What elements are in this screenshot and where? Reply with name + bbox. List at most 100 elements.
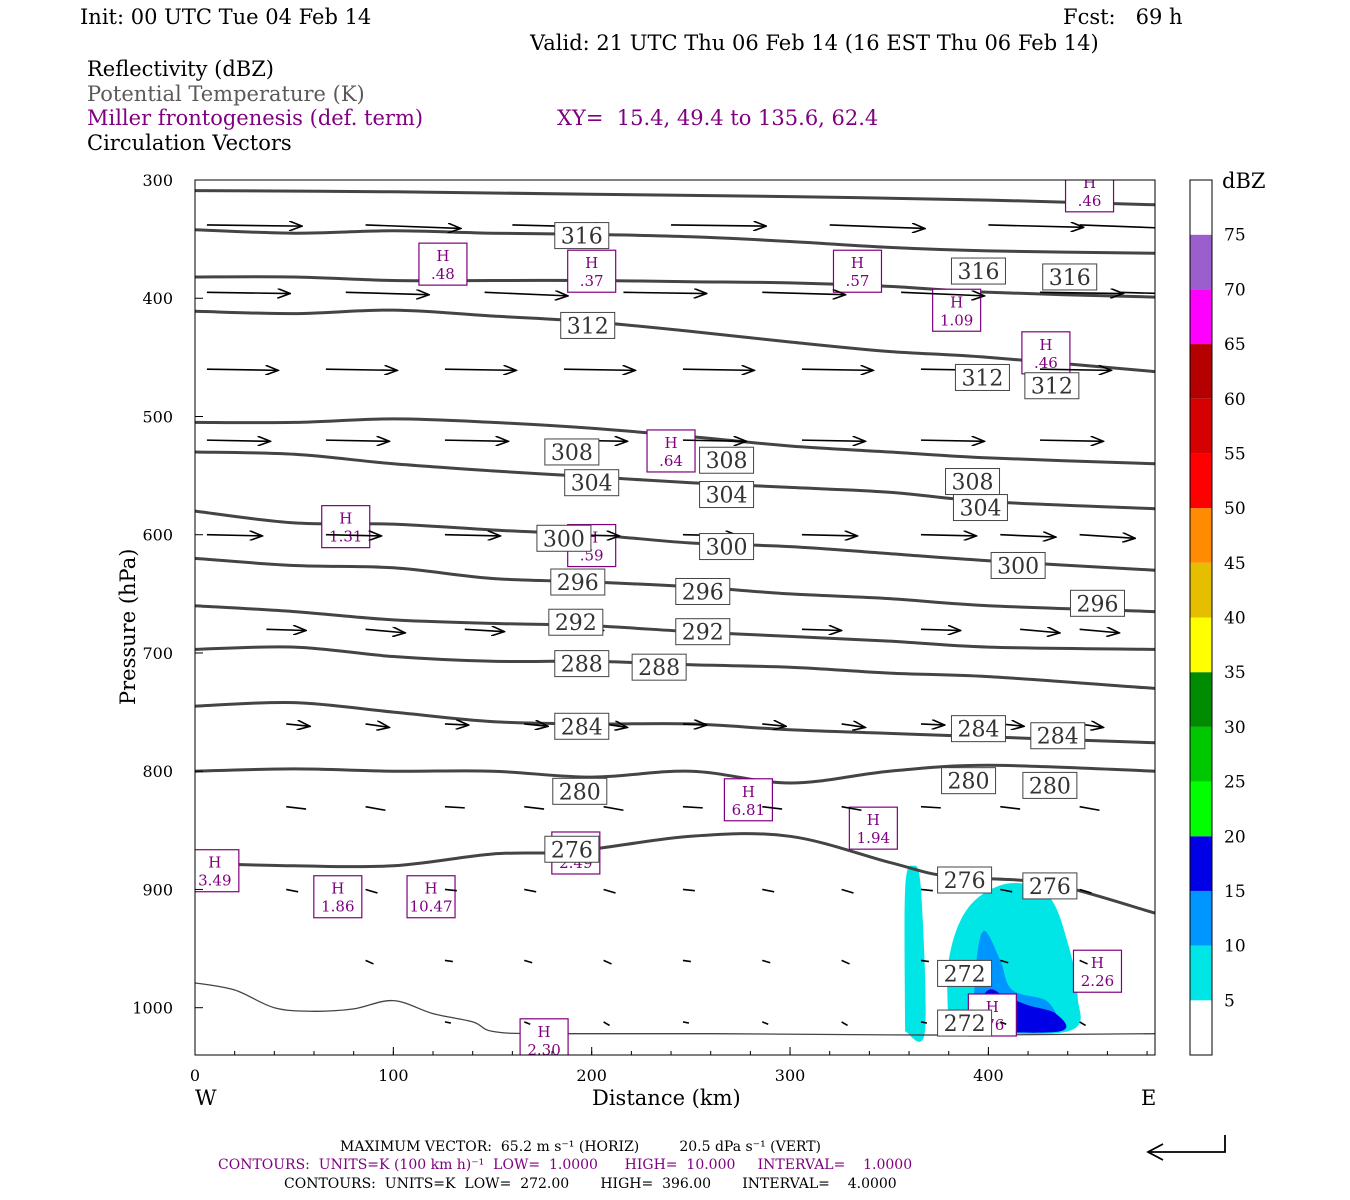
colorbar-frame: [1189, 179, 1213, 1056]
max-vector-note: MAXIMUM VECTOR: 65.2 m s⁻¹ (HORIZ) 20.5 …: [340, 1139, 822, 1155]
circulation-vector: [841, 1021, 848, 1027]
colorbar-segment: [1190, 945, 1212, 1001]
plot-frame: [194, 179, 1156, 1056]
theta-label-box: [548, 608, 604, 636]
circulation-vector: [682, 440, 746, 441]
x-tick-label: 200: [576, 1066, 607, 1085]
circulation-vector: [1119, 291, 1155, 295]
theta-label-box: [699, 446, 755, 474]
theta-label-box: [675, 618, 731, 646]
x-tick-label: 400: [973, 1066, 1004, 1085]
colorbar-segment: [1190, 617, 1212, 673]
circulation-vector: [524, 888, 537, 893]
fronto-max-marker: H: [664, 434, 677, 452]
circulation-vector: [920, 724, 945, 725]
theta-label: 292: [682, 621, 724, 646]
circulation-vector: [365, 805, 386, 812]
fronto-max-box: [313, 875, 363, 919]
circulation-vector: [1079, 805, 1100, 812]
axes: 0 100 200 300 400 300 400 500 600 700 800 900 1000: [132, 171, 1156, 1085]
circulation-vector: [464, 629, 505, 631]
circulation-vector: [801, 535, 858, 536]
fronto-max-value: .57: [846, 272, 870, 290]
theta-contour-note: CONTOURS: UNITS=K LOW= 272.00 HIGH= 396.…: [284, 1176, 897, 1192]
circulation-vector: [1079, 535, 1136, 539]
colorbar-label: 70: [1224, 280, 1246, 300]
fronto-max-value: 1.86: [321, 898, 354, 916]
theta-line-284: [195, 700, 1155, 745]
circulation-vector: [365, 959, 374, 965]
circulation-vector: [365, 724, 390, 728]
theta-label: 316: [1049, 266, 1091, 291]
colorbar-segment: [1190, 289, 1212, 345]
fronto-max-box: [646, 429, 696, 473]
colorbar-segment: [1190, 1000, 1212, 1055]
fronto-max-value: 10.47: [410, 898, 453, 916]
theta-label-box: [552, 777, 608, 805]
fronto-max-box: [567, 249, 617, 293]
circulation-vector: [444, 959, 453, 963]
fronto-max-value: 1.94: [857, 829, 890, 847]
circulation-vector: [901, 292, 984, 296]
theta-label: 300: [997, 554, 1039, 579]
theta-label: 308: [952, 471, 994, 496]
field-reflectivity: Reflectivity (dBZ): [87, 57, 275, 81]
colorbar-label: 5: [1224, 991, 1235, 1011]
theta-label: 304: [571, 472, 613, 497]
theta-label-box: [952, 494, 1008, 522]
colorbar-segment: [1190, 180, 1212, 235]
circulation-vector: [762, 724, 786, 726]
fronto-max-marker: H: [950, 293, 963, 311]
fronto-max-value: .64: [659, 452, 683, 470]
colorbar-segment: [1190, 836, 1212, 891]
theta-label-box: [937, 959, 993, 987]
theta-label: 276: [944, 869, 986, 894]
circulation-vector: [762, 888, 775, 893]
circulation-vector: [523, 1021, 531, 1026]
y-tick-label: 600: [142, 526, 173, 545]
circulation-vector: [444, 1021, 452, 1024]
circulation-vector: [325, 369, 397, 370]
colorbar-segment: [1190, 508, 1212, 563]
circulation-vector: [286, 724, 310, 726]
circulation-vector: [841, 724, 866, 728]
fronto-max-marker: H: [208, 854, 221, 872]
theta-line-316: [195, 275, 1155, 299]
colorbar-label: 10: [1224, 937, 1246, 957]
theta-line-296: [195, 556, 1155, 614]
fronto-max-marker: H: [424, 880, 437, 898]
circulation-vector: [841, 959, 850, 965]
fronto-max-marker: H: [585, 254, 598, 272]
circulation-vector: [206, 440, 270, 441]
circulation-vector: [999, 1021, 1007, 1026]
theta-label: 288: [638, 656, 680, 681]
circulation-vector: [762, 959, 771, 964]
theta-label-box: [1022, 771, 1078, 799]
circulation-vector: [603, 1021, 610, 1027]
fronto-max-box: [848, 806, 898, 850]
circulation-vector: [920, 888, 933, 892]
circulation-vector: [671, 225, 766, 226]
theta-label-box: [941, 767, 997, 795]
colorbar-label: 75: [1224, 226, 1246, 246]
theta-label: 308: [551, 441, 593, 466]
theta-label-box: [554, 650, 610, 678]
circulation-vector: [1079, 888, 1092, 894]
theta-label-box: [554, 222, 610, 250]
fronto-max-marker: H: [1083, 174, 1096, 192]
fronto-max-value: .46: [1034, 354, 1058, 372]
theta-label-box: [945, 468, 1001, 496]
theta-label: 300: [706, 536, 748, 561]
fronto-max-marker: H: [331, 880, 344, 898]
theta-label-box: [675, 577, 731, 605]
theta-label-box: [699, 533, 755, 561]
theta-label-box: [560, 311, 616, 339]
theta-label: 280: [559, 780, 601, 805]
theta-line-312: [195, 308, 1155, 374]
field-vectors: Circulation Vectors: [87, 131, 292, 155]
circulation-vector: [801, 629, 842, 630]
circulation-vector: [206, 535, 263, 536]
theta-label-box: [937, 866, 993, 894]
theta-label: 304: [959, 497, 1001, 522]
field-frontogenesis: Miller frontogenesis (def. term): [87, 106, 424, 130]
